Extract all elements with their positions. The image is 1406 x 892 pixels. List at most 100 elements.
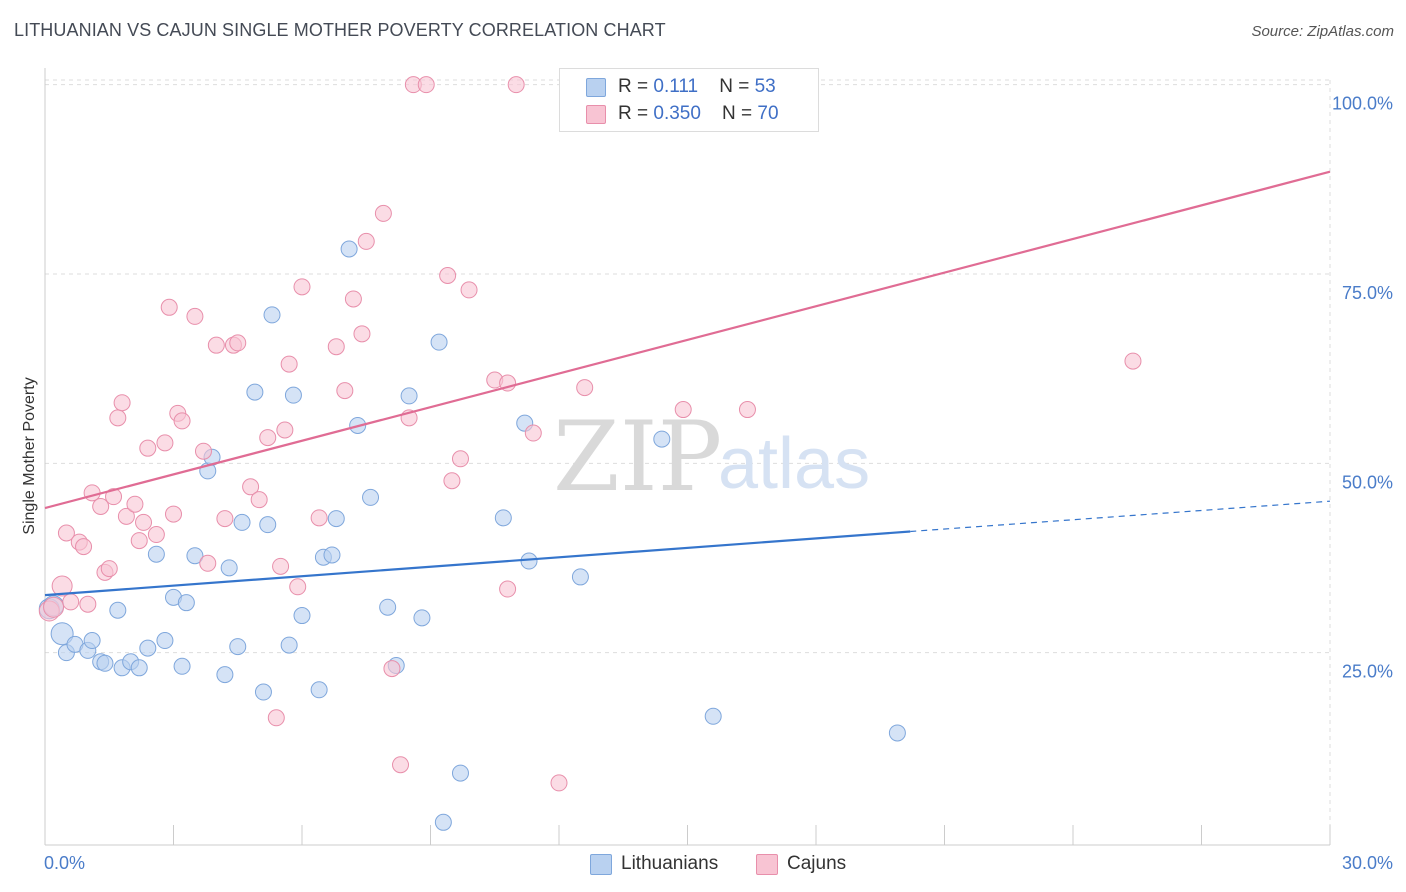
cajun-point xyxy=(276,421,294,439)
cajun-point xyxy=(216,510,234,528)
lithuanian-point xyxy=(246,383,264,401)
r-label: R = xyxy=(618,76,654,97)
chart-title: LITHUANIAN VS CAJUN SINGLE MOTHER POVERT… xyxy=(14,20,666,40)
cajun-point xyxy=(272,557,290,575)
lithuanian-point xyxy=(494,509,512,527)
lithuanian-point xyxy=(323,546,341,564)
x-tick-label: 0.0% xyxy=(44,853,85,873)
cajun-point xyxy=(117,507,135,525)
tick-labels: 25.0% 50.0% 75.0% 100.0% 0.0% 30.0% xyxy=(44,94,1393,873)
watermark-zip: ZIP xyxy=(553,401,722,513)
cajun-point xyxy=(139,439,157,457)
cajun-point xyxy=(417,76,435,94)
cajun-point xyxy=(105,488,123,506)
cajun-point xyxy=(130,532,148,550)
lithuanian-point xyxy=(434,813,452,831)
lithuanian-point xyxy=(400,387,418,405)
cajuns-swatch xyxy=(756,854,778,875)
lithuanian-point xyxy=(50,622,74,646)
lithuanian-point xyxy=(310,681,328,699)
trend-lines xyxy=(44,170,1331,597)
lithuanians-swatch xyxy=(590,854,612,875)
cajun-point xyxy=(100,560,118,578)
r-value: 0.111 xyxy=(653,76,699,97)
cajun-point xyxy=(92,497,110,515)
lithuanian-point xyxy=(284,386,302,404)
lithuanian-point xyxy=(430,333,448,351)
lithuanian-point xyxy=(186,547,204,565)
lithuanian-point xyxy=(109,601,127,619)
lithuanian-point xyxy=(379,598,397,616)
cajun-point xyxy=(62,593,80,611)
cajun-point xyxy=(194,442,212,460)
y-tick-label: 50.0% xyxy=(1342,472,1393,492)
lithuanians-trend-extension xyxy=(910,500,1331,533)
legend-text: R = 0.350 N = 70 xyxy=(618,103,779,125)
cajun-point xyxy=(199,554,217,572)
lithuanian-point xyxy=(888,724,906,742)
lithuanian-point xyxy=(96,654,114,672)
cajun-point xyxy=(207,336,225,354)
cajun-point xyxy=(113,394,131,412)
lithuanian-point xyxy=(147,545,165,563)
cajun-point xyxy=(147,526,165,544)
lithuanian-point xyxy=(362,488,380,506)
lithuanian-point xyxy=(83,632,101,650)
n-label: N = xyxy=(722,103,758,124)
lithuanian-point xyxy=(173,657,191,675)
cajun-point xyxy=(443,472,461,490)
cajun-point xyxy=(576,379,594,397)
lithuanians-label: Lithuanians xyxy=(621,853,719,874)
cajun-point xyxy=(674,401,692,419)
lithuanian-point xyxy=(413,609,431,627)
lithuanian-point xyxy=(177,594,195,612)
lithuanians-trend-line xyxy=(44,530,911,597)
watermark-atlas: atlas xyxy=(718,424,870,504)
axes xyxy=(44,68,1331,846)
lithuanians-points xyxy=(38,240,906,831)
r-label: R = xyxy=(618,103,654,124)
lithuanian-point xyxy=(451,764,469,782)
cajun-point xyxy=(156,434,174,452)
cajun-point xyxy=(75,538,93,556)
lithuanian-point xyxy=(571,568,589,586)
correlation-legend: R = 0.111 N = 53 R = 0.350 N = 70 xyxy=(559,68,819,132)
lithuanian-point xyxy=(254,683,272,701)
lithuanian-point xyxy=(139,639,157,657)
lithuanian-point xyxy=(220,559,238,577)
cajun-point xyxy=(451,450,469,468)
lithuanian-point xyxy=(653,430,671,448)
y-tick-label: 25.0% xyxy=(1342,662,1393,682)
cajun-point xyxy=(327,338,345,356)
cajun-point xyxy=(289,578,307,596)
lithuanian-point xyxy=(130,659,148,677)
cajun-point xyxy=(135,513,153,531)
lithuanian-point xyxy=(327,510,345,528)
lithuanian-point xyxy=(280,636,298,654)
cajuns-label: Cajuns xyxy=(787,853,847,874)
r-value: 0.350 xyxy=(653,103,701,124)
cajun-point xyxy=(126,495,144,513)
lithuanian-point xyxy=(259,516,277,534)
n-value: 70 xyxy=(757,103,779,124)
cajun-point xyxy=(499,580,517,598)
cajun-point xyxy=(439,267,457,285)
lithuanian-point xyxy=(233,513,251,531)
cajun-point xyxy=(165,505,182,523)
lithuanian-point xyxy=(704,707,722,725)
cajun-point xyxy=(250,491,268,509)
cajun-point xyxy=(259,429,277,447)
y-tick-label: 100.0% xyxy=(1332,94,1393,114)
cajun-point xyxy=(353,325,371,343)
cajun-point xyxy=(280,355,298,373)
cajun-point xyxy=(357,232,375,250)
lithuanian-point xyxy=(293,607,311,625)
cajun-point xyxy=(738,401,756,419)
n-value: 53 xyxy=(754,76,776,97)
cajun-point xyxy=(79,595,97,613)
cajun-point xyxy=(186,307,204,325)
y-tick-label: 75.0% xyxy=(1342,283,1393,303)
cajun-point xyxy=(242,478,260,496)
cajun-point xyxy=(109,409,127,427)
